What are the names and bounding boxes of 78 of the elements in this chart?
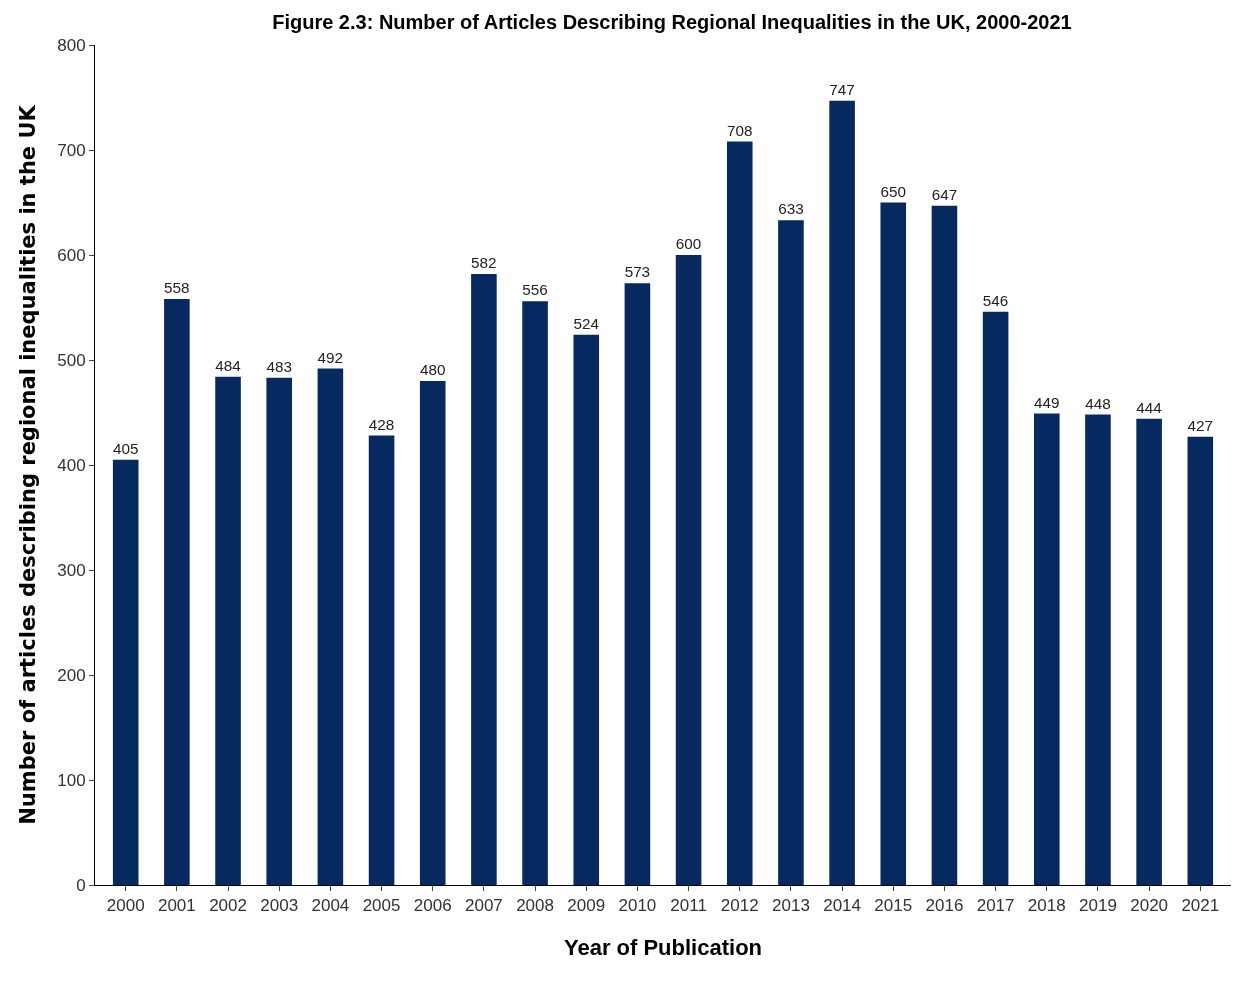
- x-tick-label: 2002: [209, 896, 247, 916]
- y-tick-label: 300: [57, 560, 86, 580]
- bar: [573, 334, 600, 885]
- bar: [1033, 413, 1060, 885]
- bar: [726, 141, 753, 885]
- x-tick-label: 2010: [618, 896, 657, 916]
- bar: [522, 301, 548, 885]
- x-axis-title: Year of Publication: [563, 935, 763, 961]
- x-tick-label: 2000: [106, 896, 145, 916]
- bar: [471, 273, 497, 885]
- bar: [675, 255, 702, 885]
- data-label: 747: [829, 80, 855, 98]
- bar: [1187, 436, 1214, 885]
- x-tick-label: 2006: [413, 896, 452, 916]
- x-tick-label: 2001: [157, 896, 196, 916]
- bar: [1085, 414, 1111, 885]
- y-tick-label: 700: [57, 140, 86, 160]
- data-label: 582: [471, 254, 497, 272]
- y-tick-label: 800: [57, 35, 86, 55]
- y-tick-label: 200: [57, 665, 86, 685]
- y-axis-title: Number of articles describing regional inequalities in the UK: [16, 104, 41, 825]
- y-tick-label: 0: [76, 875, 86, 895]
- data-label: 556: [522, 281, 548, 299]
- data-label: 558: [164, 279, 190, 297]
- x-tick-label: 2013: [772, 896, 810, 916]
- x-tick-label: 2008: [516, 896, 554, 916]
- x-tick-label: 2021: [1181, 896, 1220, 916]
- bar: [419, 381, 446, 885]
- data-label: 573: [624, 263, 651, 281]
- bar: [829, 100, 855, 885]
- bar: [880, 202, 907, 885]
- x-tick-label: 2009: [567, 896, 606, 916]
- x-tick-label: 2020: [1130, 896, 1169, 916]
- data-label: 524: [573, 314, 600, 332]
- data-label: 484: [215, 356, 242, 374]
- bar: [164, 299, 190, 885]
- data-label: 405: [112, 439, 139, 457]
- data-label: 427: [1187, 416, 1213, 434]
- y-tick-label: 400: [57, 455, 86, 475]
- bar: [112, 459, 139, 885]
- data-label: 633: [778, 200, 804, 218]
- data-label: 650: [880, 182, 906, 200]
- x-tick-label: 2005: [362, 896, 401, 916]
- bar: [982, 311, 1009, 885]
- data-label: 428: [368, 415, 395, 433]
- data-label: 600: [675, 235, 702, 253]
- x-tick-label: 2015: [874, 896, 913, 916]
- y-tick-label: 500: [57, 350, 86, 370]
- x-tick-label: 2016: [925, 896, 964, 916]
- data-label: 483: [266, 357, 292, 375]
- bar: [931, 205, 958, 885]
- bar: [215, 376, 241, 885]
- data-label: 448: [1085, 394, 1111, 412]
- bar: [317, 368, 344, 885]
- data-label: 708: [726, 121, 753, 139]
- bar: [624, 283, 651, 885]
- data-label: 647: [931, 185, 958, 203]
- x-tick-label: 2014: [823, 896, 862, 916]
- x-tick-label: 2012: [720, 896, 759, 916]
- x-tick-label: 2003: [260, 896, 299, 916]
- x-tick-label: 2011: [670, 896, 707, 916]
- bar: [1136, 418, 1162, 885]
- x-tick-label: 2019: [1079, 896, 1117, 916]
- x-tick-label: 2007: [464, 896, 503, 916]
- x-tick-label: 2018: [1027, 896, 1066, 916]
- data-label: 480: [419, 361, 446, 379]
- bar: [266, 377, 293, 885]
- data-label: 546: [982, 291, 1009, 309]
- y-tick-label: 600: [57, 245, 86, 265]
- data-label: 444: [1136, 398, 1163, 416]
- y-tick-label: 100: [57, 770, 86, 790]
- data-label: 449: [1034, 393, 1060, 411]
- bar: [778, 220, 804, 885]
- data-label: 492: [317, 348, 344, 366]
- x-tick-label: 2004: [311, 896, 350, 916]
- x-tick-label: 2017: [976, 896, 1015, 916]
- bar: [368, 435, 395, 885]
- chart-title: Figure 2.3: Number of Articles Describing Regional Inequalities in the UK, 2000-2021: [272, 10, 1072, 33]
